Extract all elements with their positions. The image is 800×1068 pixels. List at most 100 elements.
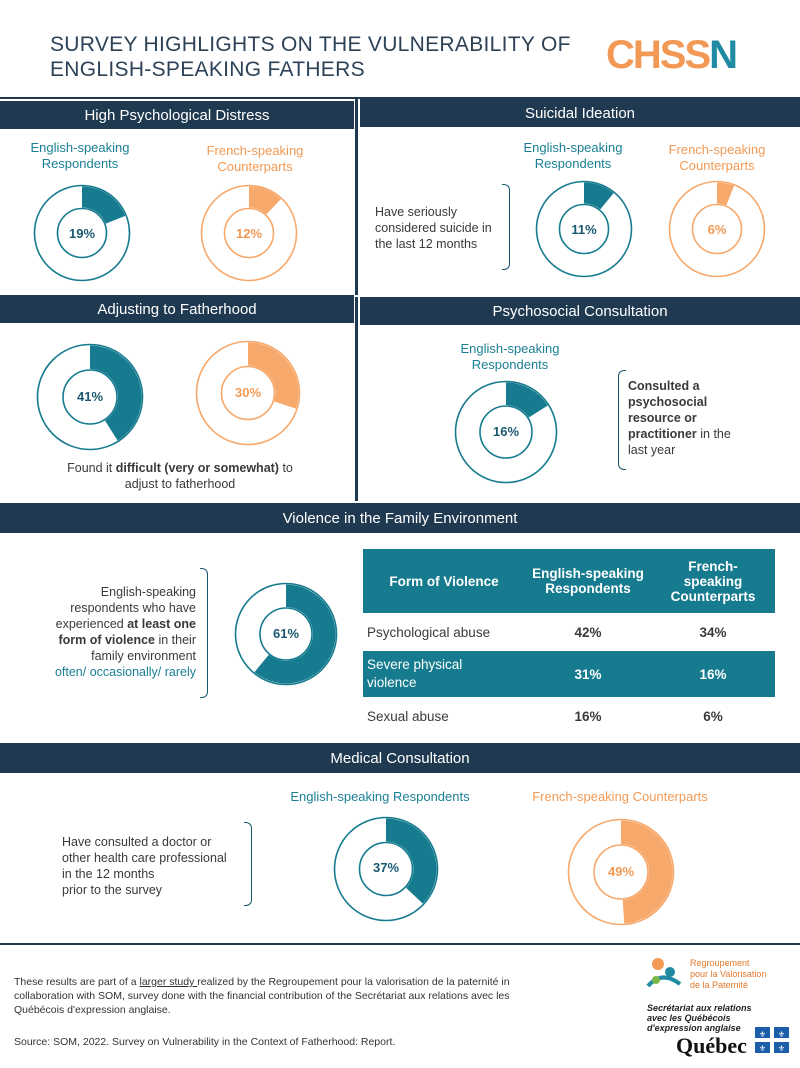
- header-psychosocial: Psychosocial Consultation: [360, 297, 800, 325]
- medical-en-value: 37%: [372, 860, 400, 875]
- bottom-divider: [0, 943, 800, 945]
- distress-fr-label: French-speaking Counterparts: [206, 143, 304, 174]
- medical-en-donut: [333, 816, 439, 922]
- col-form: Form of Violence: [389, 573, 499, 589]
- distress-en-label: English-speaking Respondents: [30, 140, 130, 171]
- distress-fr-donut: [200, 184, 298, 282]
- svg-text:⚜: ⚜: [759, 1030, 766, 1039]
- donut-filled-segment: [584, 182, 614, 210]
- donut-outer-ring: [200, 184, 298, 282]
- violence-description: English-speaking respondents who have ex…: [54, 585, 196, 679]
- table-row: Psychological abuse 42% 34%: [367, 624, 727, 640]
- violence-brace: [200, 568, 208, 698]
- donut-filled-segment: [506, 382, 548, 418]
- suicide-en-label: English-speaking Respondents: [523, 140, 623, 171]
- donut-filled-segment: [90, 345, 142, 441]
- medical-description: Have consulted a doctor or other health …: [62, 835, 227, 897]
- medical-brace: [244, 822, 252, 906]
- donut-inner-ring: [479, 405, 533, 459]
- suicide-description: Have seriously considered suicide in the…: [375, 205, 492, 251]
- medical-en-label: English-speaking Respondents: [290, 789, 470, 804]
- page-title: SURVEY HIGHLIGHTS ON THE VULNERABILITY O…: [50, 32, 571, 82]
- vertical-divider-1: [355, 99, 358, 295]
- donut-filled-segment: [249, 186, 281, 215]
- medical-fr-label: French-speaking Counterparts: [532, 789, 708, 804]
- donut-outer-ring: [454, 380, 558, 484]
- distress-en-donut: [33, 184, 131, 282]
- distress-en-value: 19%: [68, 226, 96, 241]
- fatherhood-fr-donut: [195, 340, 301, 446]
- rvp-logo-icon: [646, 958, 682, 988]
- donut-inner-ring: [259, 607, 313, 661]
- psychosocial-en-value: 16%: [492, 424, 520, 439]
- title-line-2: ENGLISH-SPEAKING FATHERS: [50, 58, 365, 81]
- violence-donut: [234, 582, 338, 686]
- footer-source: Source: SOM, 2022. Survey on Vulnerabili…: [14, 1036, 396, 1048]
- violence-table-header: Form of Violence English-speaking Respon…: [363, 549, 775, 613]
- donut-outer-ring: [567, 818, 675, 926]
- svg-text:⚜: ⚜: [778, 1030, 785, 1039]
- suicide-fr-value: 6%: [707, 222, 727, 237]
- medical-fr-donut: [567, 818, 675, 926]
- donut-inner-ring: [358, 841, 414, 897]
- fatherhood-description: Found it difficult (very or somewhat) to…: [67, 461, 293, 491]
- violence-table: Form of Violence English-speaking Respon…: [363, 549, 775, 735]
- header-fatherhood: Adjusting to Fatherhood: [0, 295, 354, 323]
- donut-inner-ring: [220, 365, 276, 421]
- quebec-logo-text: Québec: [676, 1033, 747, 1058]
- svg-text:⚜: ⚜: [778, 1044, 785, 1053]
- donut-outer-ring: [333, 816, 439, 922]
- psychosocial-description: Consulted a psychosocial resource or pra…: [628, 379, 731, 457]
- header-medical: Medical Consultation: [0, 743, 800, 773]
- header-suicide: Suicidal Ideation: [360, 99, 800, 127]
- suicide-fr-donut: [668, 180, 766, 278]
- footer-note: These results are part of a larger study…: [14, 976, 510, 1016]
- donut-filled-segment: [254, 584, 336, 684]
- donut-outer-ring: [33, 184, 131, 282]
- psychosocial-en-label: English-speaking Respondents: [460, 341, 560, 372]
- fatherhood-en-value: 41%: [76, 389, 104, 404]
- larger-study-link[interactable]: larger study: [139, 976, 198, 988]
- donut-inner-ring: [593, 844, 649, 900]
- donut-outer-ring: [535, 180, 633, 278]
- donut-inner-ring: [62, 369, 118, 425]
- suicide-brace: [502, 184, 510, 270]
- donut-filled-segment: [386, 818, 437, 904]
- donut-outer-ring: [234, 582, 338, 686]
- suicide-en-donut: [535, 180, 633, 278]
- header-violence: Violence in the Family Environment: [0, 503, 800, 533]
- donut-filled-segment: [717, 182, 735, 206]
- header-distress: High Psychological Distress: [0, 101, 354, 129]
- rvp-logo-text: Regroupement pour la Valorisation de la …: [690, 958, 767, 990]
- fatherhood-fr-value: 30%: [234, 385, 262, 400]
- table-row: Severe physical violence 31% 16%: [363, 651, 775, 697]
- donut-inner-ring: [56, 207, 108, 259]
- col-fr: French- speaking Counterparts: [670, 558, 756, 604]
- suicide-fr-label: French-speaking Counterparts: [668, 142, 766, 173]
- violence-value: 61%: [272, 626, 300, 641]
- quebec-flag-icon: ⚜ ⚜ ⚜ ⚜: [755, 1027, 789, 1053]
- psychosocial-en-donut: [454, 380, 558, 484]
- donut-outer-ring: [36, 343, 144, 451]
- top-divider: [0, 97, 800, 99]
- table-row: Sexual abuse 16% 6%: [367, 708, 723, 724]
- chssn-logo: CHSSN: [606, 33, 738, 77]
- medical-fr-value: 49%: [607, 864, 635, 879]
- vertical-divider-2: [355, 297, 358, 501]
- donut-inner-ring: [691, 203, 743, 255]
- donut-inner-ring: [223, 207, 275, 259]
- donut-filled-segment: [82, 186, 126, 224]
- svg-text:⚜: ⚜: [759, 1044, 766, 1053]
- donut-outer-ring: [195, 340, 301, 446]
- distress-fr-value: 12%: [235, 226, 263, 241]
- title-line-1: SURVEY HIGHLIGHTS ON THE VULNERABILITY O…: [50, 33, 571, 56]
- donut-filled-segment: [621, 820, 673, 924]
- donut-outer-ring: [668, 180, 766, 278]
- donut-filled-segment: [248, 342, 299, 409]
- psychosocial-brace: [618, 370, 626, 470]
- donut-inner-ring: [558, 203, 610, 255]
- fatherhood-en-donut: [36, 343, 144, 451]
- suicide-en-value: 11%: [571, 222, 597, 237]
- col-en: English-speaking Respondents: [532, 566, 644, 596]
- secretariat-text: Secrétariat aux relations avec les Québé…: [647, 1003, 752, 1033]
